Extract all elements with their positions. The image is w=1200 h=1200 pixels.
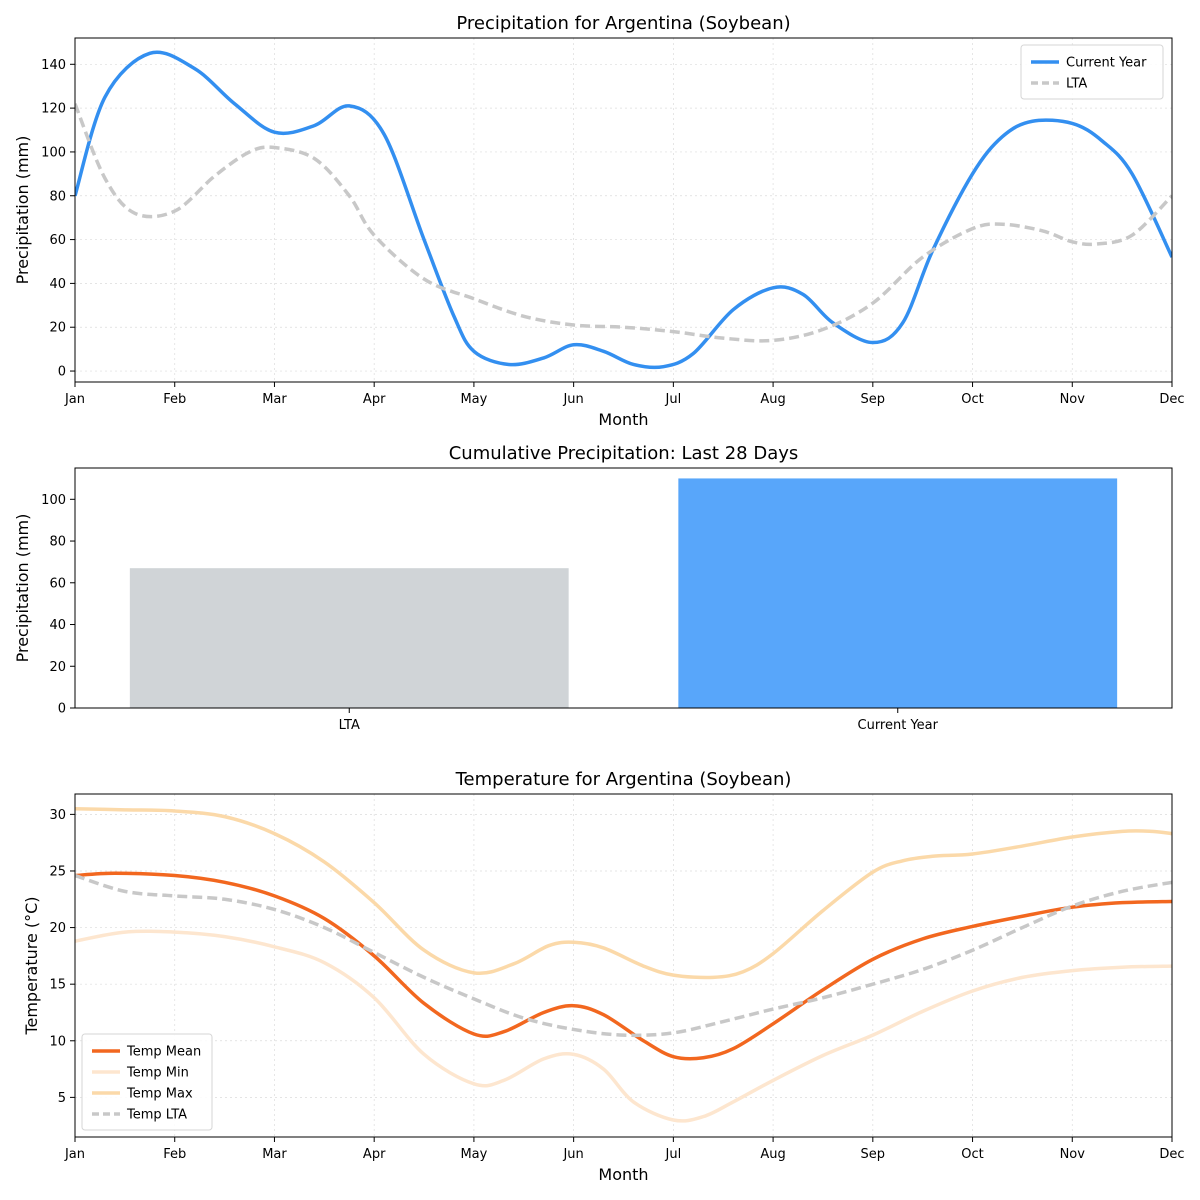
chart-title: Precipitation for Argentina (Soybean) (456, 13, 790, 34)
x-axis-label: Month (598, 1165, 648, 1184)
legend-box (1020, 44, 1164, 100)
chart-panel-2: Cumulative Precipitation: Last 28 Days LT… (13, 443, 1173, 733)
x-tick-label: Jan (64, 1147, 85, 1162)
plot-frame (74, 37, 1173, 383)
y-tick-label: 20 (49, 660, 66, 675)
legend-entry: Temp Mean (126, 1045, 201, 1060)
x-tick-label: Current Year (858, 718, 939, 733)
x-tick-label: Apr (363, 1147, 386, 1162)
x-tick-label: Feb (163, 1147, 186, 1162)
y-tick-label: 20 (49, 921, 66, 936)
grid-lines (74, 38, 1173, 382)
chart-panel-1: Precipitation for Argentina (Soybean) Jan… (13, 13, 1185, 429)
x-tick-label: Jul (665, 392, 682, 407)
series-line-current-year (75, 50, 1172, 370)
bar-current-year (678, 478, 1118, 708)
y-tick-label: 100 (41, 493, 66, 508)
y-tick-label: 80 (49, 189, 66, 204)
y-axis-label: Precipitation (mm) (13, 136, 32, 285)
y-tick-label: 0 (58, 702, 66, 717)
chart-title: Temperature for Argentina (Soybean) (455, 769, 792, 790)
y-axis-label: Precipitation (mm) (13, 514, 32, 663)
legend-entry: LTA (1066, 77, 1087, 92)
x-tick-label: May (460, 392, 487, 407)
x-tick-label: Dec (1159, 392, 1184, 407)
grid-lines (74, 794, 1173, 1137)
y-tick-label: 10 (49, 1034, 66, 1049)
series-line-temp-min (75, 929, 1172, 1123)
bar-lta (129, 568, 569, 708)
y-tick-label: 25 (49, 864, 66, 879)
y-axis-label: Temperature (°C) (22, 896, 41, 1035)
chart-title: Cumulative Precipitation: Last 28 Days (449, 443, 799, 464)
x-axis-label: Month (598, 410, 648, 429)
y-tick-label: 5 (58, 1091, 66, 1106)
series-group (75, 806, 1172, 1123)
x-tick-label: Dec (1159, 1147, 1184, 1162)
x-tick-label: Jul (665, 1147, 682, 1162)
y-tick-label: 120 (41, 102, 66, 117)
y-tick-label: 60 (49, 233, 66, 248)
x-tick-label: Mar (262, 392, 287, 407)
y-tick-label: 140 (41, 58, 66, 73)
legend-entry: Temp Min (126, 1066, 189, 1081)
x-tick-label: Jun (562, 392, 583, 407)
x-tick-label: LTA (339, 718, 360, 733)
y-tick-label: 30 (49, 808, 66, 823)
y-tick-label: 20 (49, 321, 66, 336)
x-tick-label: Jan (64, 392, 85, 407)
x-tick-label: Sep (861, 392, 886, 407)
x-tick-label: Sep (861, 1147, 886, 1162)
x-tick-label: Feb (163, 392, 186, 407)
legend: Temp Mean Temp Min Temp Max Temp LTA (81, 1033, 213, 1131)
x-tick-label: Nov (1060, 392, 1086, 407)
legend-box (81, 1033, 213, 1131)
y-tick-label: 100 (41, 145, 66, 160)
series-line-temp-max (75, 806, 1172, 980)
y-tick-label: 40 (49, 277, 66, 292)
legend: Current Year LTA (1020, 44, 1164, 100)
plot-frame (74, 467, 1173, 709)
plot-frame (74, 793, 1173, 1138)
x-tick-label: Jun (562, 1147, 583, 1162)
legend-entry: Temp Max (126, 1087, 193, 1102)
y-tick-label: 40 (49, 618, 66, 633)
y-tick-label: 80 (49, 535, 66, 550)
x-tick-label: Apr (363, 392, 386, 407)
legend-entry: Current Year (1066, 56, 1147, 71)
x-tick-label: Oct (961, 392, 983, 407)
x-tick-label: Oct (961, 1147, 983, 1162)
legend-entry: Temp LTA (126, 1108, 187, 1123)
chart-panel-3: Temperature for Argentina (Soybean) Jan Fe… (22, 769, 1185, 1184)
x-tick-label: May (460, 1147, 487, 1162)
y-tick-label: 60 (49, 576, 66, 591)
x-tick-label: Aug (760, 1147, 785, 1162)
x-tick-label: Aug (760, 392, 785, 407)
x-tick-label: Mar (262, 1147, 287, 1162)
y-tick-label: 15 (49, 978, 66, 993)
series-line-lta (75, 103, 1172, 343)
series-group (75, 50, 1172, 370)
y-tick-label: 0 (58, 365, 66, 380)
series-line-temp-lta (75, 873, 1172, 1038)
series-line-temp-mean (75, 871, 1172, 1061)
x-tick-label: Nov (1060, 1147, 1086, 1162)
